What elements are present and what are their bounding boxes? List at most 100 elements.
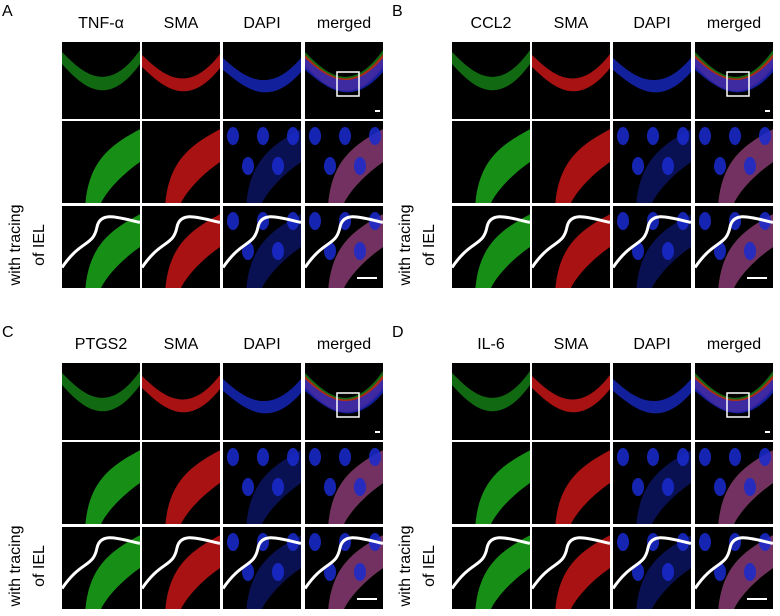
tissue-band bbox=[695, 58, 773, 93]
iel-tracing bbox=[530, 215, 611, 269]
micrograph bbox=[695, 121, 773, 203]
tissue-region bbox=[165, 214, 220, 288]
tissue-region bbox=[165, 129, 220, 203]
nucleus bbox=[699, 212, 711, 230]
iel-tracing bbox=[303, 215, 384, 269]
nucleus bbox=[714, 478, 726, 496]
tissue-band bbox=[532, 375, 610, 413]
nucleus bbox=[242, 157, 254, 175]
micrograph bbox=[613, 442, 691, 524]
nucleus bbox=[339, 448, 351, 466]
nucleus bbox=[227, 212, 239, 230]
micrograph bbox=[305, 363, 383, 440]
nucleus bbox=[369, 127, 381, 145]
nucleus bbox=[287, 127, 299, 145]
micrograph bbox=[62, 442, 140, 524]
micrograph bbox=[305, 42, 383, 119]
tissue-band bbox=[452, 50, 530, 91]
nucleus bbox=[662, 157, 674, 175]
micrograph bbox=[140, 206, 221, 288]
tissue-region bbox=[475, 214, 530, 288]
micrograph bbox=[221, 206, 302, 288]
tissue-band bbox=[613, 379, 691, 414]
column-header: merged bbox=[707, 15, 761, 32]
nucleus bbox=[354, 478, 366, 496]
side-label: with tracing bbox=[7, 205, 24, 287]
micrograph bbox=[221, 527, 302, 609]
zoom-box bbox=[726, 392, 750, 418]
nucleus bbox=[647, 127, 659, 145]
nucleus bbox=[227, 127, 239, 145]
column-header: DAPI bbox=[633, 15, 670, 32]
tissue-band bbox=[613, 58, 691, 93]
side-label: with tracing bbox=[397, 205, 414, 287]
column-header: SMA bbox=[554, 336, 589, 353]
panel: B CCL2 SMA DAPI merged with tracing of IEL bbox=[392, 3, 774, 288]
nucleus bbox=[354, 157, 366, 175]
micrograph bbox=[611, 527, 692, 609]
nucleus bbox=[744, 563, 756, 581]
micrograph bbox=[60, 527, 141, 609]
iel-tracing bbox=[140, 215, 221, 269]
tissue-region bbox=[555, 535, 610, 609]
micrograph bbox=[303, 527, 384, 609]
nucleus bbox=[729, 127, 741, 145]
iel-tracing bbox=[221, 215, 302, 269]
tissue-region bbox=[475, 450, 530, 524]
micrograph bbox=[452, 363, 530, 440]
side-label: with tracing bbox=[397, 526, 414, 608]
nucleus bbox=[227, 448, 239, 466]
nucleus bbox=[272, 563, 284, 581]
tissue-region bbox=[555, 450, 610, 524]
nucleus bbox=[677, 127, 689, 145]
tissue-band bbox=[62, 371, 140, 412]
nucleus bbox=[617, 448, 629, 466]
tissue-region bbox=[165, 450, 220, 524]
iel-tracing bbox=[530, 536, 611, 590]
micrograph bbox=[452, 121, 530, 203]
tissue-band bbox=[62, 50, 140, 91]
column-header: DAPI bbox=[243, 336, 280, 353]
column-header: IL-6 bbox=[477, 336, 505, 353]
iel-tracing bbox=[450, 215, 531, 269]
micrograph bbox=[532, 442, 610, 524]
micrograph bbox=[530, 527, 611, 609]
iel-tracing bbox=[60, 215, 141, 269]
micrograph bbox=[60, 206, 141, 288]
panel: A TNF-α SMA DAPI merged with tracing of IEL bbox=[2, 3, 384, 288]
micrograph bbox=[223, 442, 301, 524]
nucleus bbox=[617, 533, 629, 551]
micrograph bbox=[142, 42, 220, 119]
column-header: merged bbox=[707, 336, 761, 353]
iel-tracing bbox=[221, 536, 302, 590]
micrograph bbox=[142, 121, 220, 203]
nucleus bbox=[257, 448, 269, 466]
tissue-region bbox=[475, 535, 530, 609]
iel-tracing bbox=[693, 536, 774, 590]
panel-letter: A bbox=[2, 3, 13, 20]
nucleus bbox=[309, 212, 321, 230]
nucleus bbox=[272, 157, 284, 175]
micrograph bbox=[613, 121, 691, 203]
iel-tracing bbox=[140, 536, 221, 590]
nucleus bbox=[759, 127, 771, 145]
micrograph bbox=[140, 527, 221, 609]
nucleus bbox=[662, 478, 674, 496]
side-label: with tracing bbox=[7, 526, 24, 608]
nucleus bbox=[272, 242, 284, 260]
tissue-band bbox=[223, 58, 301, 93]
nucleus bbox=[617, 212, 629, 230]
micrograph bbox=[532, 42, 610, 119]
tissue-band bbox=[532, 54, 610, 92]
nucleus bbox=[759, 448, 771, 466]
micrograph bbox=[305, 442, 383, 524]
nucleus bbox=[617, 127, 629, 145]
micrograph bbox=[142, 442, 220, 524]
nucleus bbox=[662, 242, 674, 260]
column-header: SMA bbox=[554, 15, 589, 32]
side-label: of IEL bbox=[421, 224, 438, 266]
iel-tracing bbox=[450, 536, 531, 590]
micrograph bbox=[613, 363, 691, 440]
micrograph bbox=[693, 206, 774, 288]
